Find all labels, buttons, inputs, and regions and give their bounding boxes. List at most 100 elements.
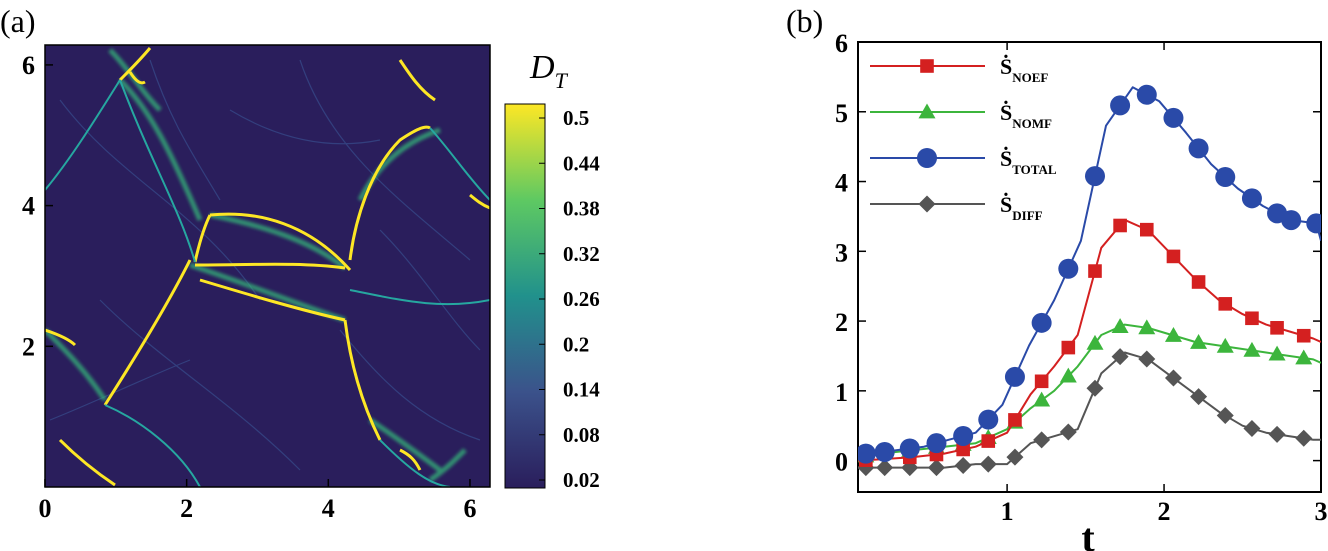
series-diff-line (858, 351, 1321, 469)
series-diff-point (1059, 423, 1077, 441)
series-total-point (1188, 138, 1209, 159)
x-tick-label: 3 (1315, 497, 1328, 526)
series-diff-point (1216, 406, 1234, 424)
colorbar-tick-label: 0.5 (563, 106, 589, 130)
y-tick-label: 6 (22, 51, 35, 80)
series-total (858, 84, 1321, 464)
legend-marker (917, 148, 937, 168)
series-noef-line (858, 218, 1321, 462)
series-nomf-point (1033, 391, 1051, 407)
y-tick-label: 0 (835, 448, 848, 477)
series-nomf-point (1138, 319, 1156, 335)
series-total-point (1084, 166, 1105, 187)
series-nomf-point (1111, 318, 1129, 334)
panel-b-label: (b) (786, 3, 823, 39)
series-diff-point (1190, 388, 1208, 406)
legend-item-nomf: ṠNOMF (870, 100, 1052, 131)
series-noef-point (956, 442, 970, 457)
series-diff-point (979, 455, 997, 473)
y-tick-label: 6 (835, 29, 848, 58)
series-total-point (978, 409, 999, 430)
series-total-point (858, 443, 876, 464)
series-nomf-point (1059, 367, 1077, 383)
series-noef-point (1139, 222, 1154, 237)
colorbar-tick-label: 0.02 (563, 468, 600, 492)
legend: ṠNOEF ṠNOMF ṠTOTAL ṠDIFF (870, 54, 1057, 223)
series-total-point (1058, 258, 1079, 279)
heatmap-axes: 0 2 4 6 2 4 6 (22, 51, 476, 523)
series-noef (858, 218, 1321, 467)
series-total-point (953, 425, 974, 446)
line-plot-frame (857, 41, 1322, 493)
heatmap-faint-filaments (49, 59, 481, 471)
series-diff (858, 348, 1321, 477)
series-diff-point (1086, 379, 1104, 397)
series-diff-point (1164, 369, 1182, 387)
series-total-point (1031, 312, 1052, 333)
series-diff-point (1243, 420, 1261, 438)
series-diff-point (954, 456, 972, 474)
x-tick-label: 2 (1158, 497, 1171, 526)
series-noef-point (1166, 249, 1181, 264)
legend-label: ṠDIFF (1000, 192, 1043, 223)
series-diff-point (1111, 348, 1129, 366)
series-noef-point (1061, 340, 1076, 355)
series-nomf-line (858, 323, 1321, 459)
x-tick-label: 2 (180, 494, 193, 523)
x-tick-label: 0 (39, 494, 52, 523)
y-tick-label: 4 (835, 169, 848, 198)
line-plot-area (858, 84, 1321, 477)
x-axis-label: t (1081, 515, 1095, 551)
series-nomf-point (1190, 333, 1208, 349)
colorbar-tick-label: 0.2 (563, 332, 589, 356)
heatmap-mid-ridges (45, 48, 467, 483)
series-nomf-point (1086, 334, 1104, 350)
y-tick-label: 2 (22, 332, 35, 361)
legend-label: ṠNOMF (1000, 100, 1052, 131)
series-total-point (1241, 188, 1262, 209)
x-tick-label: 6 (463, 494, 476, 523)
legend-marker (918, 103, 936, 119)
series-diff-point (1006, 448, 1024, 466)
colorbar: DT 0.5 0.44 0.38 0.32 0.26 0.2 0.14 0.08 0.02 (504, 49, 600, 492)
series-noef-point (1113, 218, 1127, 233)
series-noef-point (1245, 311, 1259, 326)
line-plot-axes: 1 2 3 0 1 2 3 4 5 6 (835, 29, 1328, 526)
y-tick-label: 2 (835, 308, 848, 337)
colorbar-tick-label: 0.32 (563, 242, 600, 266)
series-total-point (899, 438, 920, 459)
series-total-point (1306, 213, 1321, 234)
legend-item-diff: ṠDIFF (870, 192, 1043, 223)
series-noef-point (1034, 374, 1049, 389)
heatmap-background (45, 45, 490, 487)
legend-item-noef: ṠNOEF (870, 54, 1048, 85)
series-total-point (1215, 167, 1236, 188)
series-noef-point (1296, 328, 1311, 343)
series-noef-point (1218, 297, 1233, 311)
series-nomf-point (1268, 345, 1286, 361)
y-tick-label: 4 (22, 192, 35, 221)
colorbar-title: DT (529, 49, 569, 93)
y-tick-label: 1 (835, 378, 848, 407)
legend-item-total: ṠTOTAL (870, 146, 1057, 177)
heatmap (45, 45, 490, 487)
series-noef-point (1270, 321, 1284, 335)
heatmap-high-fronts (45, 47, 490, 487)
legend-marker (918, 195, 936, 213)
series-total-point (874, 442, 895, 462)
series-total-point (926, 433, 947, 454)
series-diff-point (1033, 431, 1051, 449)
series-nomf-point (1164, 326, 1182, 342)
legend-label: ṠNOEF (1000, 54, 1048, 85)
series-total-point (1136, 84, 1157, 105)
x-tick-label: 1 (1001, 497, 1014, 526)
colorbar-ticks: 0.5 0.44 0.38 0.32 0.26 0.2 0.14 0.08 0.02 (539, 106, 600, 492)
series-noef-point (981, 434, 996, 448)
series-noef-point (1088, 264, 1102, 278)
colorbar-tick-label: 0.26 (563, 287, 600, 311)
series-nomf-point (1216, 337, 1234, 353)
series-total-point (1110, 95, 1131, 116)
series-nomf-point (1243, 341, 1261, 357)
legend-label: ṠTOTAL (1000, 146, 1057, 177)
